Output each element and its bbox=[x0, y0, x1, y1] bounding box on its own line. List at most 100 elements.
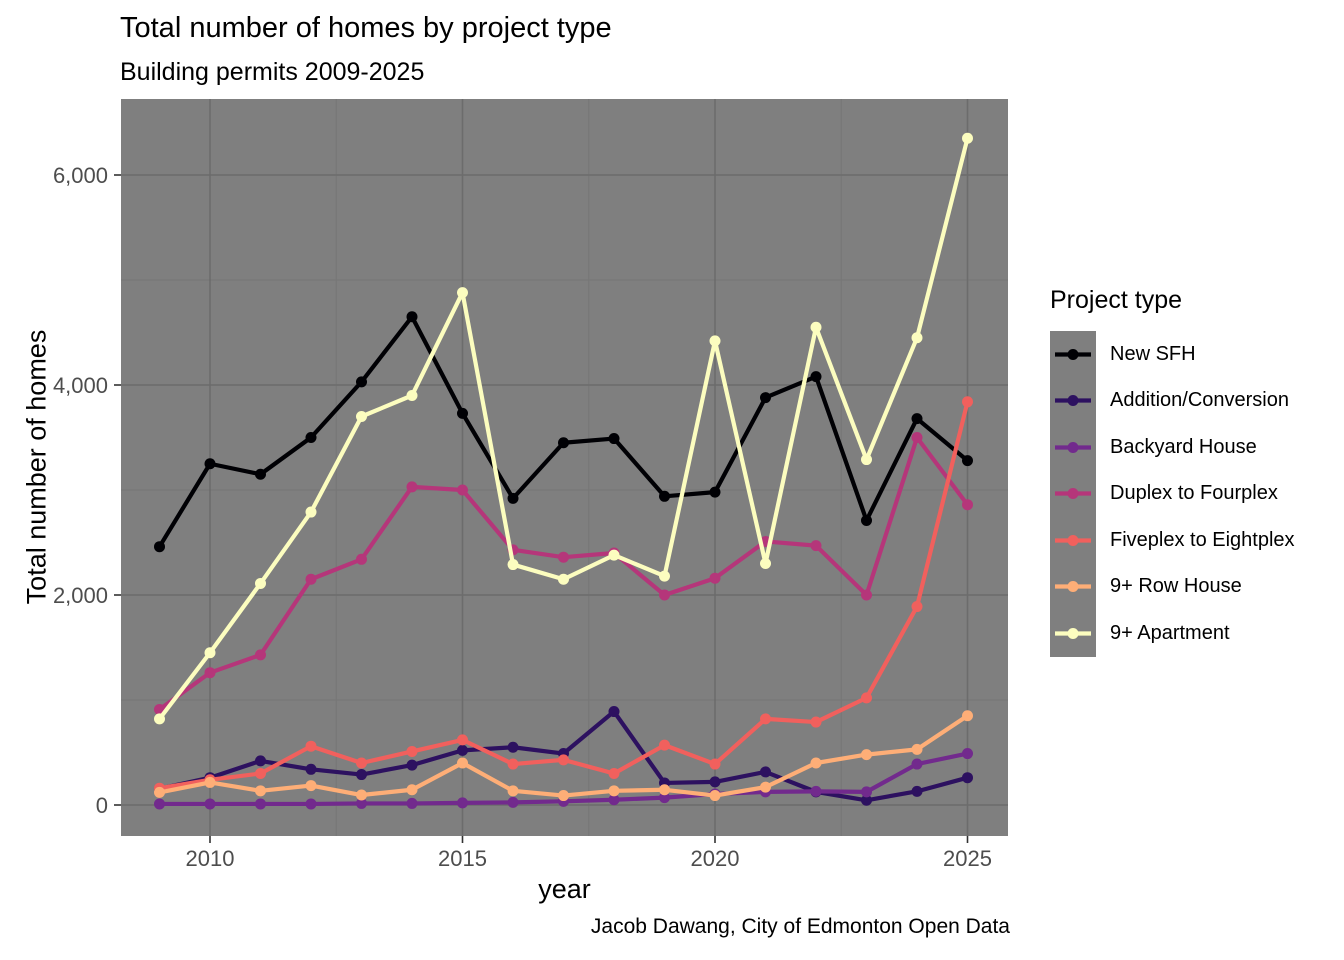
series-point-addition-conversion bbox=[760, 766, 771, 778]
y-tick-label: 6,000 bbox=[53, 163, 108, 188]
chart-caption: Jacob Dawang, City of Edmonton Open Data bbox=[590, 915, 1010, 938]
series-point-apartment-9plus bbox=[406, 390, 418, 401]
legend-key-glyph-icon bbox=[1055, 395, 1091, 407]
series-point-backyard-house bbox=[356, 797, 367, 809]
series-point-new-sfh bbox=[962, 455, 973, 467]
series-point-fiveplex-to-eightplex bbox=[406, 745, 418, 757]
series-point-addition-conversion bbox=[608, 706, 620, 718]
series-point-duplex-to-fourplex bbox=[204, 667, 216, 679]
series-point-backyard-house bbox=[962, 748, 973, 760]
series-point-new-sfh bbox=[558, 437, 569, 449]
legend-key-new-sfh bbox=[1050, 331, 1096, 378]
series-point-duplex-to-fourplex bbox=[911, 432, 923, 443]
series-point-addition-conversion bbox=[406, 759, 418, 771]
legend-item-label: Backyard House bbox=[1110, 435, 1257, 458]
series-point-duplex-to-fourplex bbox=[861, 589, 872, 601]
series-point-addition-conversion bbox=[962, 772, 973, 784]
series-point-row-house-9plus bbox=[760, 781, 771, 793]
series-point-new-sfh bbox=[356, 376, 367, 388]
series-point-fiveplex-to-eightplex bbox=[558, 754, 569, 766]
series-point-fiveplex-to-eightplex bbox=[911, 601, 923, 613]
series-point-new-sfh bbox=[608, 433, 620, 445]
series-point-addition-conversion bbox=[305, 763, 317, 775]
series-point-row-house-9plus bbox=[861, 749, 872, 761]
legend-item-fiveplex-to-eightplex: Fiveplex to Eightplex bbox=[1050, 517, 1295, 564]
legend: Project type New SFH Addition/Conversion B… bbox=[1050, 284, 1295, 657]
legend-key-glyph-icon bbox=[1055, 441, 1091, 453]
legend-key-glyph-icon bbox=[1055, 581, 1091, 593]
series-point-row-house-9plus bbox=[356, 789, 367, 801]
series-point-apartment-9plus bbox=[760, 558, 771, 569]
series-point-backyard-house bbox=[154, 798, 165, 810]
plot-panel-background bbox=[121, 99, 1008, 836]
legend-item-label: 9+ Apartment bbox=[1110, 621, 1230, 644]
series-point-apartment-9plus bbox=[305, 506, 317, 518]
series-point-row-house-9plus bbox=[659, 784, 670, 796]
legend-key-duplex-to-fourplex bbox=[1050, 470, 1096, 517]
series-point-fiveplex-to-eightplex bbox=[507, 758, 519, 770]
series-point-new-sfh bbox=[406, 311, 418, 323]
series-point-apartment-9plus bbox=[608, 549, 620, 561]
series-point-row-house-9plus bbox=[608, 785, 620, 797]
series-point-new-sfh bbox=[255, 468, 266, 480]
series-point-backyard-house bbox=[507, 796, 519, 808]
series-point-apartment-9plus bbox=[810, 321, 822, 333]
legend-key-addition-conversion bbox=[1050, 377, 1096, 424]
series-point-fiveplex-to-eightplex bbox=[810, 716, 822, 728]
legend-item-label: 9+ Row House bbox=[1110, 575, 1242, 598]
legend-item-label: Addition/Conversion bbox=[1110, 389, 1289, 412]
series-point-duplex-to-fourplex bbox=[709, 572, 721, 584]
series-point-apartment-9plus bbox=[255, 577, 266, 589]
series-point-new-sfh bbox=[810, 371, 822, 383]
series-point-apartment-9plus bbox=[154, 713, 165, 725]
series-point-row-house-9plus bbox=[709, 790, 721, 802]
series-point-apartment-9plus bbox=[558, 573, 569, 585]
series-point-new-sfh bbox=[861, 514, 872, 526]
series-point-apartment-9plus bbox=[709, 335, 721, 347]
series-point-fiveplex-to-eightplex bbox=[457, 734, 468, 746]
legend-item-label: Fiveplex to Eightplex bbox=[1110, 528, 1295, 551]
legend-item-label: New SFH bbox=[1110, 342, 1196, 365]
series-point-backyard-house bbox=[608, 794, 620, 806]
series-point-backyard-house bbox=[204, 798, 216, 810]
series-point-new-sfh bbox=[305, 432, 317, 443]
series-point-fiveplex-to-eightplex bbox=[659, 739, 670, 751]
series-point-addition-conversion bbox=[255, 755, 266, 767]
series-point-apartment-9plus bbox=[861, 454, 872, 466]
series-point-fiveplex-to-eightplex bbox=[861, 692, 872, 704]
legend-key-apartment-9plus bbox=[1050, 610, 1096, 657]
legend-key-row-house-9plus bbox=[1050, 563, 1096, 610]
legend-items: New SFH Addition/Conversion Backyard House… bbox=[1050, 331, 1295, 657]
legend-item-row-house-9plus: 9+ Row House bbox=[1050, 563, 1295, 610]
series-point-backyard-house bbox=[659, 792, 670, 804]
series-point-backyard-house bbox=[861, 786, 872, 798]
series-point-addition-conversion bbox=[356, 769, 367, 781]
series-point-new-sfh bbox=[154, 541, 165, 553]
x-tick-label: 2025 bbox=[943, 846, 992, 871]
series-point-row-house-9plus bbox=[154, 786, 165, 798]
series-point-row-house-9plus bbox=[255, 785, 266, 797]
chart-subtitle: Building permits 2009-2025 bbox=[120, 58, 425, 86]
y-tick-label: 2,000 bbox=[53, 583, 108, 608]
series-point-new-sfh bbox=[507, 492, 519, 504]
series-point-backyard-house bbox=[810, 785, 822, 797]
series-point-backyard-house bbox=[406, 797, 418, 809]
series-point-row-house-9plus bbox=[204, 776, 216, 788]
y-tick-label: 0 bbox=[96, 793, 108, 818]
series-point-row-house-9plus bbox=[305, 780, 317, 792]
series-point-addition-conversion bbox=[861, 794, 872, 806]
series-point-fiveplex-to-eightplex bbox=[709, 758, 721, 770]
legend-key-glyph-icon bbox=[1055, 348, 1091, 360]
series-point-duplex-to-fourplex bbox=[558, 551, 569, 563]
series-point-duplex-to-fourplex bbox=[659, 589, 670, 601]
series-point-new-sfh bbox=[911, 413, 923, 425]
series-point-row-house-9plus bbox=[507, 785, 519, 797]
series-point-row-house-9plus bbox=[457, 757, 468, 769]
legend-key-glyph-icon bbox=[1055, 488, 1091, 500]
y-tick-label: 4,000 bbox=[53, 373, 108, 398]
legend-item-duplex-to-fourplex: Duplex to Fourplex bbox=[1050, 470, 1295, 517]
legend-item-backyard-house: Backyard House bbox=[1050, 424, 1295, 471]
series-point-apartment-9plus bbox=[659, 570, 670, 582]
series-point-fiveplex-to-eightplex bbox=[305, 740, 317, 752]
